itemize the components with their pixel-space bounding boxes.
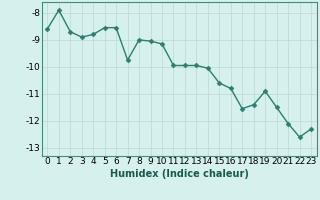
X-axis label: Humidex (Indice chaleur): Humidex (Indice chaleur) bbox=[110, 169, 249, 179]
